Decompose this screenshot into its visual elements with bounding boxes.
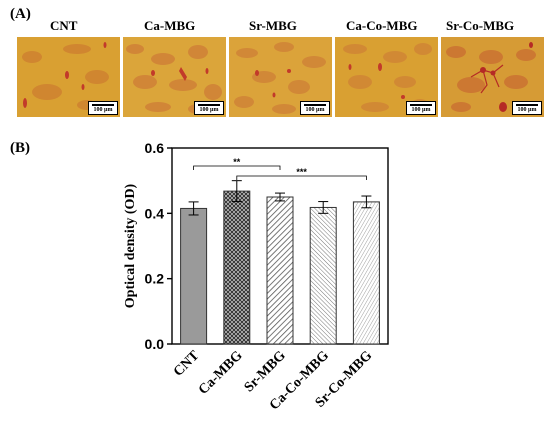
significance-label: *** xyxy=(296,167,307,177)
significance-bracket xyxy=(193,165,281,170)
image-label-ca-co-mbg: Ca-Co-MBG xyxy=(346,18,418,33)
significance-bracket xyxy=(236,175,367,180)
scale-bar-label: 100 µm xyxy=(305,107,325,113)
y-tick-label: 0.0 xyxy=(145,336,165,352)
bar-ca-mbg xyxy=(223,190,251,345)
micrograph-sr-mbg: 100 µm xyxy=(229,37,332,117)
scale-bar: 100 µm xyxy=(88,101,118,115)
micrograph-cnt: 100 µm xyxy=(17,37,120,117)
image-label-sr-co-mbg: Sr-Co-MBG xyxy=(446,18,515,33)
micrograph-sr-co-mbg: 100 µm xyxy=(441,37,544,117)
scale-bar-label: 100 µm xyxy=(199,107,219,113)
scale-bar-label: 100 µm xyxy=(517,107,537,113)
image-label-cnt: CNT xyxy=(50,18,78,33)
y-axis-label: Optical density (OD) xyxy=(123,183,138,308)
micrograph-ca-mbg-texture xyxy=(123,37,226,117)
micrograph-ca-co-mbg: 100 µm xyxy=(335,37,438,117)
bar-sr-co-mbg xyxy=(352,201,380,345)
x-tick-label: Ca-MBG xyxy=(196,348,246,398)
panel-a-label: (A) xyxy=(10,6,31,22)
scale-bar: 100 µm xyxy=(512,101,542,115)
image-label-ca-mbg: Ca-MBG xyxy=(144,18,196,33)
x-tick-label: CNT xyxy=(171,348,203,380)
bar-ca-co-mbg xyxy=(309,206,337,345)
micrograph-ca-mbg: 100 µm xyxy=(123,37,226,117)
y-tick-label: 0.2 xyxy=(145,271,165,287)
y-tick-label: 0.4 xyxy=(145,205,165,221)
scale-bar: 100 µm xyxy=(300,101,330,115)
bar-sr-mbg xyxy=(266,196,294,345)
micrograph-sr-co-mbg-texture xyxy=(441,37,544,117)
scale-bar: 100 µm xyxy=(194,101,224,115)
scale-bar: 100 µm xyxy=(406,101,436,115)
chart-body: 0.0 0.2 0.4 0.6 Optical density (OD) CNTCa-MB… xyxy=(123,140,389,413)
scale-bar-label: 100 µm xyxy=(411,107,431,113)
scale-bar-label: 100 µm xyxy=(93,107,113,113)
bar-cnt xyxy=(180,207,208,345)
significance-label: ** xyxy=(233,157,241,167)
image-label-sr-mbg: Sr-MBG xyxy=(249,18,297,33)
panel-b-label: (B) xyxy=(10,140,30,156)
y-tick-label: 0.6 xyxy=(145,140,165,156)
